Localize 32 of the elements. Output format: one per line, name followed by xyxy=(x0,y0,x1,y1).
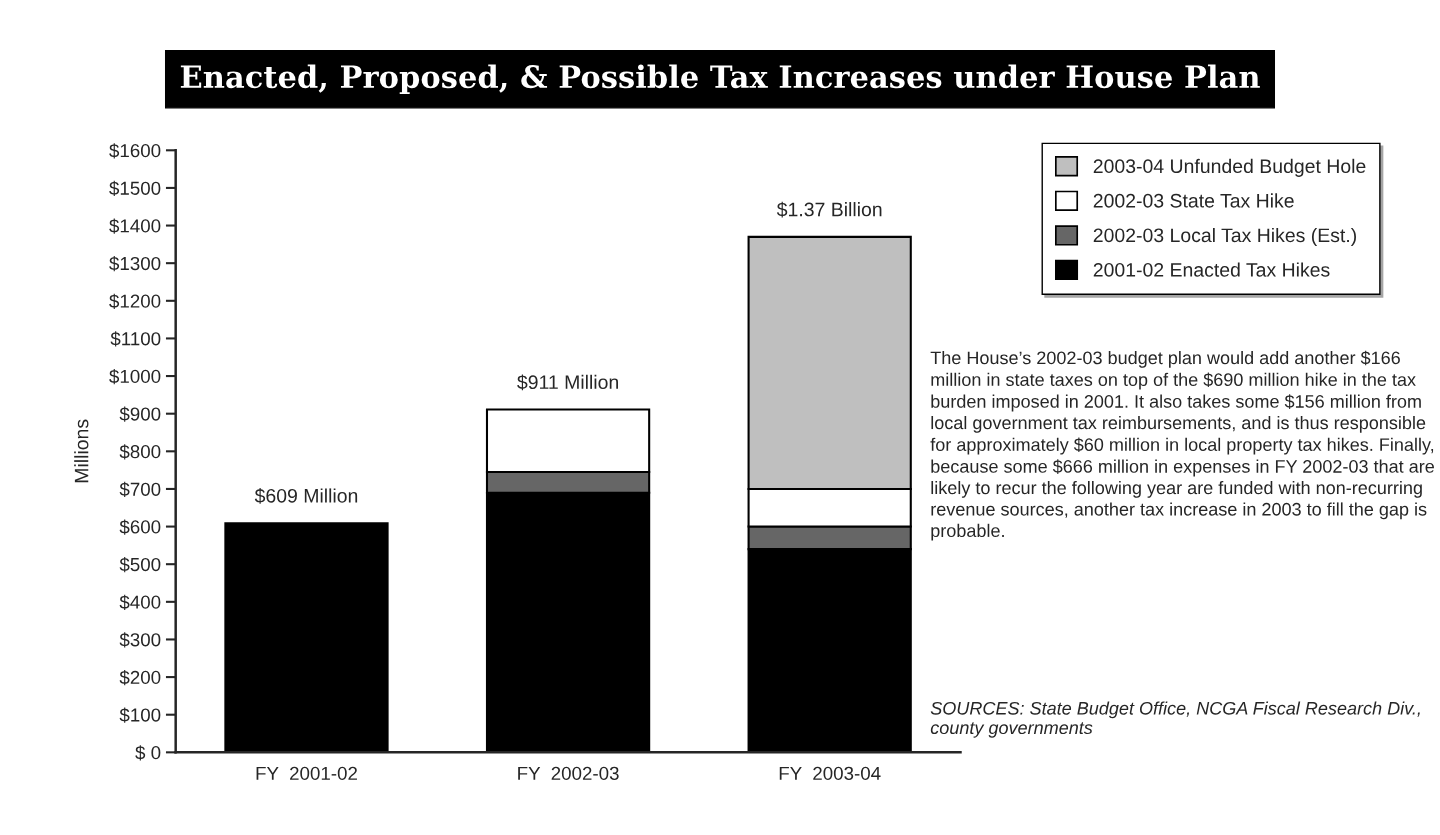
y-tick-label: $300 xyxy=(119,632,161,648)
y-tick-label: $400 xyxy=(119,594,161,610)
annotation: $911 Million xyxy=(517,374,618,391)
y-tick-label: $900 xyxy=(119,406,161,422)
y-tick-label: $1600 xyxy=(109,143,161,159)
y-axis-title: Millions xyxy=(74,419,89,483)
y-tick-label: $100 xyxy=(119,707,161,723)
x-tick-label: FY 2001-02 xyxy=(256,766,357,780)
y-tick-label: $1400 xyxy=(109,218,161,234)
legend-label: 2002-03 State Tax Hike xyxy=(1093,193,1294,208)
legend-label: 2001-02 Enacted Tax Hikes xyxy=(1093,262,1330,277)
y-tick-label: $ 0 xyxy=(135,745,161,761)
y-tick-label: $1200 xyxy=(109,293,161,309)
y-tick-label: $500 xyxy=(119,557,161,573)
annotation: $1.37 Billion xyxy=(776,201,882,218)
y-tick-label: $1500 xyxy=(109,180,161,197)
annotation: SOURCES: State Budget Office, NCGA Fiscal Research Div., county governments xyxy=(930,701,1420,738)
x-tick-label: FY 2003-04 xyxy=(779,766,881,780)
legend-label: 2003-04 Unfunded Budget Hole xyxy=(1093,158,1366,177)
y-tick-label: $200 xyxy=(119,669,161,686)
annotation: $609 Million xyxy=(254,488,358,504)
y-tick-label: $800 xyxy=(119,444,161,460)
y-tick-label: $700 xyxy=(119,481,161,498)
legend-label: 2002-03 Local Tax Hikes (Est.) xyxy=(1093,227,1356,247)
chart-title: Enacted, Proposed, & Possible Tax Increases under House Plan xyxy=(180,64,1260,95)
x-tick-label: FY 2002-03 xyxy=(518,766,619,780)
y-tick-label: $1100 xyxy=(110,331,161,347)
y-tick-label: $1000 xyxy=(109,368,161,385)
bar xyxy=(224,522,389,753)
y-tick-label: $600 xyxy=(119,519,161,535)
y-tick-label: $1300 xyxy=(109,256,161,272)
text: The House’s 2002-03 budget plan would add another $166 million in state taxes on top of the $690 million hike in the tax burden imposed in 2001. It also takes some $156 million from local government tax reimbursements, and is thus responsible for approximately $60 million in local property tax hikes. Finally, because some $666 million in expenses in FY 2002-03 that are likely to recur the following year are funded with non-recurring revenue sources, another tax increase in 2003 to fill the gap is probable. xyxy=(930,350,1434,541)
